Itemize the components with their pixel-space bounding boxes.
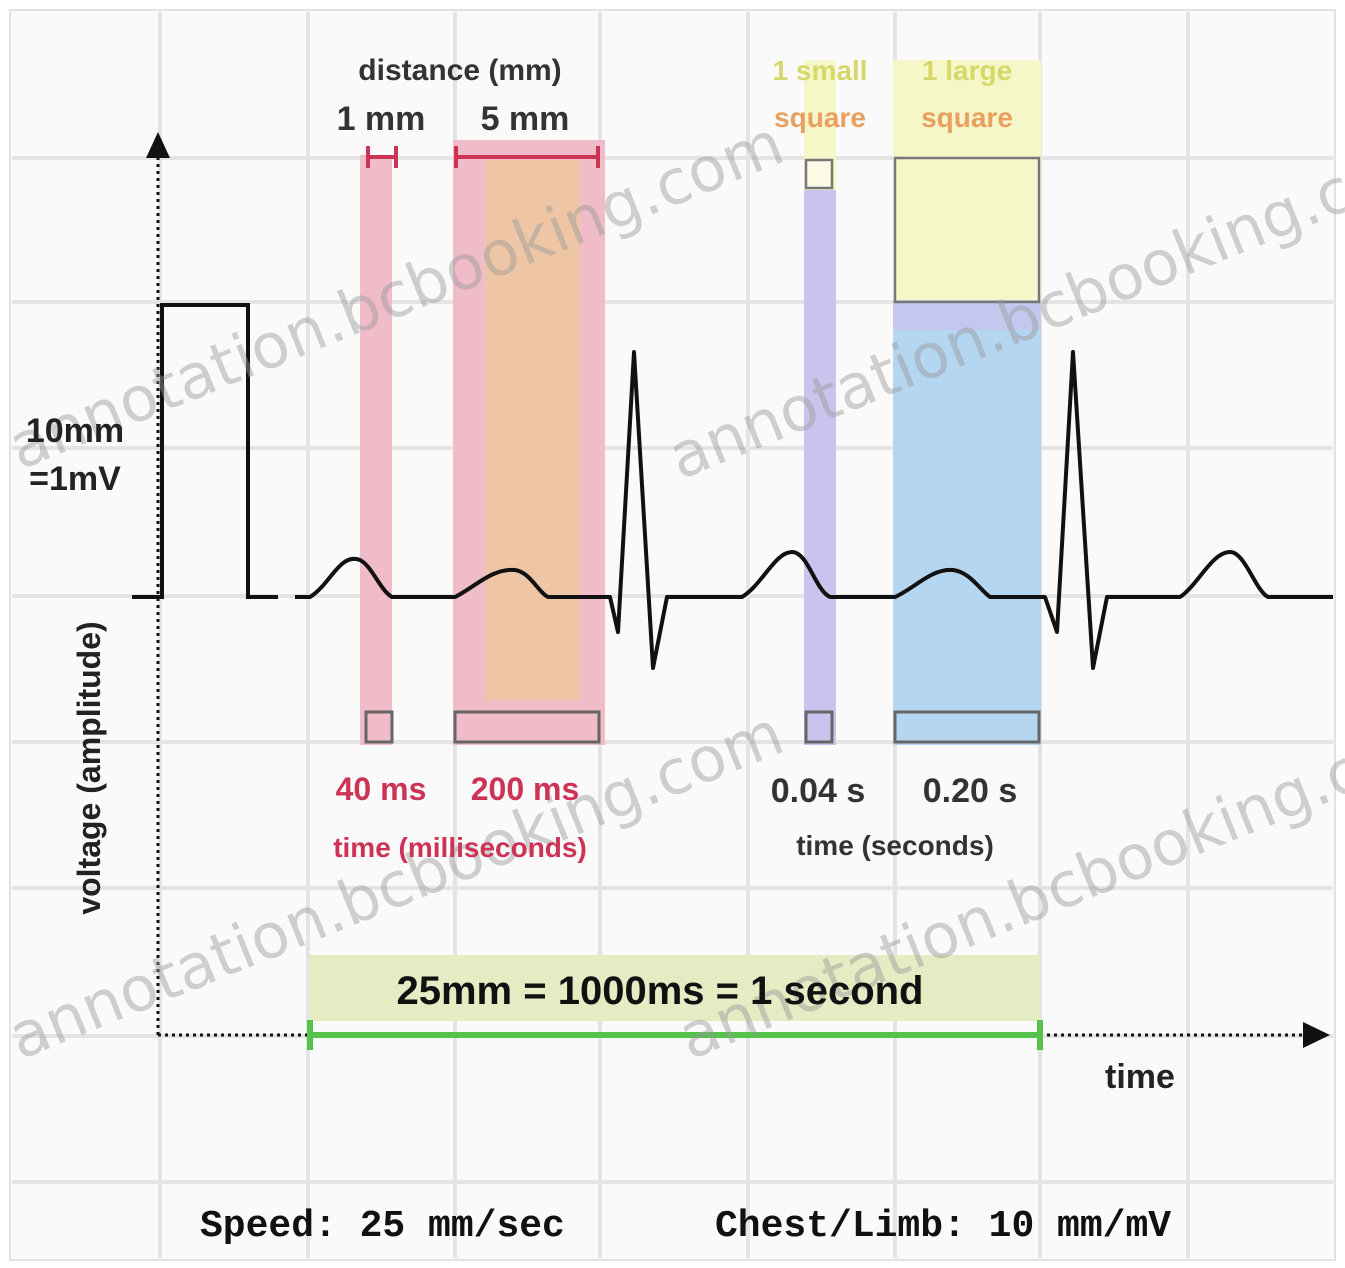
time-004s-label: 0.04 s (771, 772, 866, 810)
ecg-trace (295, 350, 1333, 670)
x-axis-label: time (1105, 1058, 1175, 1096)
band-1mm (360, 155, 392, 745)
calibration-line1: 10mm (26, 412, 124, 450)
small-square-label-line1: 1 small (773, 55, 868, 86)
large-square-outline (893, 156, 1041, 304)
distance-1mm-label: 1 mm (337, 100, 426, 138)
scale-banner-bg (310, 955, 1040, 1021)
time-020s-label: 0.20 s (923, 772, 1018, 810)
time-ms-caption: time (milliseconds) (333, 832, 587, 863)
time-200ms-label: 200 ms (471, 771, 580, 807)
footer-gain: Chest/Limb: 10 mm/mV (715, 1205, 1171, 1248)
distance-5mm-label: 5 mm (481, 100, 570, 138)
band-large-square-blue (893, 300, 1041, 745)
time-s-caption: time (seconds) (796, 830, 994, 861)
calibration-pulse (132, 303, 278, 599)
distance-heading: distance (mm) (358, 54, 561, 87)
calibration-line2: =1mV (29, 460, 121, 498)
time-box-200ms (453, 710, 601, 744)
large-square-label-line2: square (921, 102, 1013, 133)
x-axis-arrow-icon (1303, 1022, 1330, 1048)
distance-markers (366, 146, 600, 168)
y-axis-label: voltage (amplitude) (71, 621, 107, 914)
time-box-40ms (364, 710, 394, 744)
time-40ms-label: 40 ms (336, 771, 427, 807)
footer-speed: Speed: 25 mm/sec (200, 1205, 565, 1248)
small-square-label-line2: square (774, 102, 866, 133)
band-5mm-inner (485, 160, 580, 700)
scale-banner-text: 25mm = 1000ms = 1 second (397, 969, 924, 1013)
large-square-yellow (893, 60, 1041, 300)
scale-line (307, 1020, 1043, 1050)
band-small-square (804, 190, 836, 745)
paper-frame (9, 9, 1336, 1261)
large-square-label-line1: 1 large (922, 55, 1012, 86)
time-box-020s (893, 710, 1041, 744)
small-square-outline (804, 158, 834, 190)
time-box-004s (804, 710, 834, 744)
grid-lines (12, 12, 1333, 1258)
band-large-square-lavender (893, 300, 1041, 330)
y-axis-arrow-icon (146, 132, 170, 158)
